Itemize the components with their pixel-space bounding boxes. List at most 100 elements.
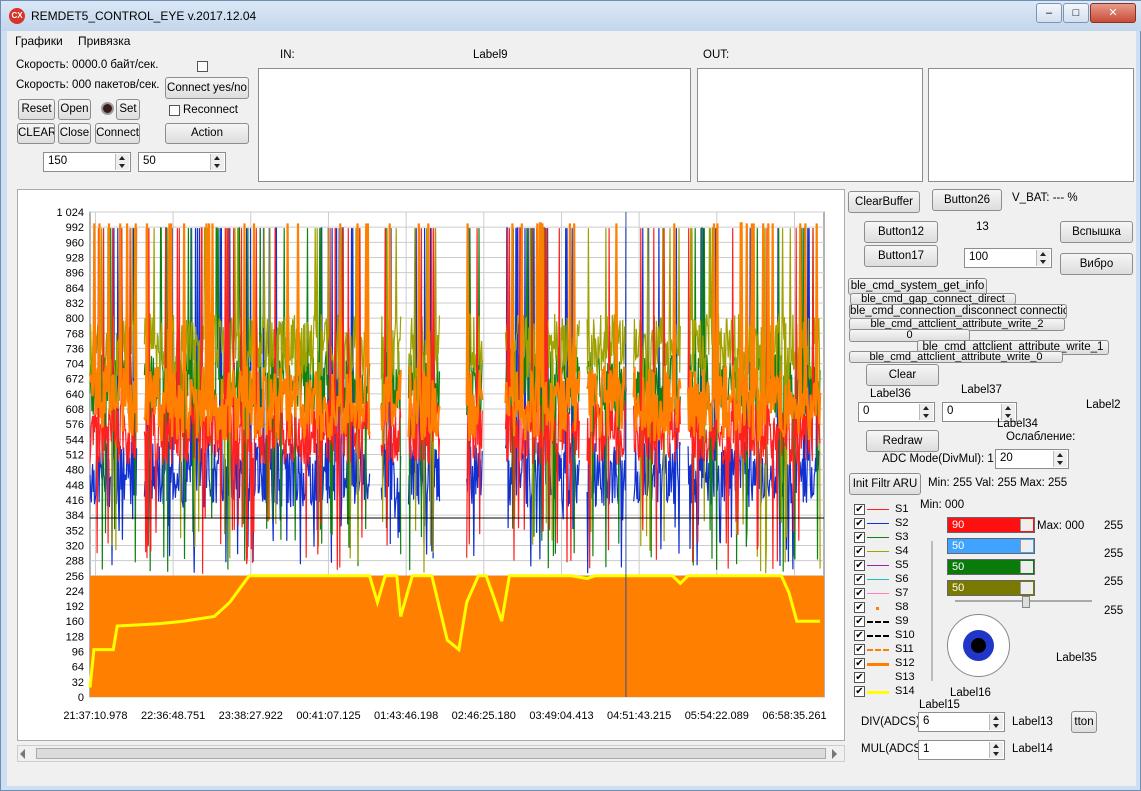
connect-yes-no-button[interactable]: Connect yes/no xyxy=(165,77,249,99)
attenuation-spinner[interactable]: 20 xyxy=(995,449,1069,469)
ble-zero-button[interactable]: 0 xyxy=(849,329,970,342)
label9: Label9 xyxy=(473,49,508,61)
legend-checkbox[interactable]: ✔ xyxy=(854,672,865,683)
legend-item-s14[interactable]: ✔ S14 xyxy=(851,685,921,699)
spinner-arrows-icon[interactable] xyxy=(1020,540,1033,552)
x-tick-label: 05:54:22.089 xyxy=(685,710,749,722)
y-tick-label: 96 xyxy=(72,647,84,659)
clear-button[interactable]: Clear xyxy=(866,364,939,386)
menu-binding[interactable]: Привязка xyxy=(78,34,131,48)
scroll-right-icon[interactable] xyxy=(832,749,837,759)
y-tick-label: 608 xyxy=(66,404,84,416)
connect-button[interactable]: Connect xyxy=(95,123,140,144)
x-tick-label: 03:49:04.413 xyxy=(529,710,593,722)
y-tick-label: 256 xyxy=(66,571,84,583)
redraw-button[interactable]: Redraw xyxy=(866,430,939,452)
legend-checkbox[interactable]: ✔ xyxy=(854,658,865,669)
legend-item-s13[interactable]: ✔ S13 xyxy=(851,671,921,685)
legend-item-s3[interactable]: ✔ S3 xyxy=(851,531,921,545)
speed-checkbox[interactable] xyxy=(197,61,208,72)
set-button[interactable]: Set xyxy=(116,99,140,120)
color-spinner-4[interactable]: 50 xyxy=(947,580,1035,596)
spinner-100[interactable]: 100 xyxy=(964,248,1052,268)
y-tick-label: 896 xyxy=(66,268,84,280)
ble-attribute-write-0-button[interactable]: ble_cmd_attclient_attribute_write_0 xyxy=(849,351,1063,363)
r255-b: 255 xyxy=(1104,548,1124,560)
button26[interactable]: Button26 xyxy=(932,189,1002,211)
spinner-label37[interactable]: 0 xyxy=(942,402,1017,422)
close-window-button[interactable]: ✕ xyxy=(1090,3,1136,23)
color-spinner-2[interactable]: 50 xyxy=(947,538,1035,554)
button12[interactable]: Button12 xyxy=(864,221,938,243)
legend-swatch xyxy=(876,607,879,610)
legend-item-s7[interactable]: ✔ S7 xyxy=(851,587,921,601)
vibro-button[interactable]: Вибро xyxy=(1060,253,1133,275)
legend-item-s12[interactable]: ✔ S12 xyxy=(851,657,921,671)
legend-checkbox[interactable]: ✔ xyxy=(854,602,865,613)
color-spinner-1[interactable]: 90 xyxy=(947,517,1035,533)
color-spinner-3[interactable]: 50 xyxy=(947,559,1035,575)
flash-button[interactable]: Вспышка xyxy=(1060,221,1133,243)
legend-checkbox[interactable]: ✔ xyxy=(854,518,865,529)
series-s12-area xyxy=(90,575,824,697)
legend-checkbox[interactable]: ✔ xyxy=(854,686,865,697)
menu-graphs[interactable]: Графики xyxy=(15,34,63,48)
legend-checkbox[interactable]: ✔ xyxy=(854,560,865,571)
tton-button[interactable]: tton xyxy=(1071,711,1097,733)
spinner-b[interactable]: 50 xyxy=(138,152,226,172)
close-button[interactable]: Close xyxy=(58,123,91,144)
legend-label: S3 xyxy=(895,531,909,543)
legend-item-s8[interactable]: ✔ S8 xyxy=(851,601,921,615)
legend-item-s5[interactable]: ✔ S5 xyxy=(851,559,921,573)
legend-checkbox[interactable]: ✔ xyxy=(854,616,865,627)
action-button[interactable]: Action xyxy=(165,123,249,144)
y-tick-label: 704 xyxy=(66,359,84,371)
legend-item-s1[interactable]: ✔ S1 xyxy=(851,503,921,517)
vertical-trackbar[interactable] xyxy=(931,541,933,681)
legend-checkbox[interactable]: ✔ xyxy=(854,532,865,543)
spinner-arrows-icon[interactable] xyxy=(1020,582,1033,594)
clearbuffer-button[interactable]: ClearBuffer xyxy=(848,191,920,213)
reset-button[interactable]: Reset xyxy=(18,99,55,120)
horizontal-scrollbar[interactable] xyxy=(17,745,845,762)
div-spinner[interactable]: 6 xyxy=(918,712,1005,732)
max-000-label: Max: 000 xyxy=(1037,520,1085,532)
init-filtr-aru-button[interactable]: Init Filtr ARU xyxy=(849,473,921,495)
extra-textbox[interactable] xyxy=(928,68,1134,182)
mul-spinner[interactable]: 1 xyxy=(918,740,1005,760)
legend-item-s10[interactable]: ✔ S10 xyxy=(851,629,921,643)
legend-checkbox[interactable]: ✔ xyxy=(854,504,865,515)
minimize-button[interactable]: – xyxy=(1036,3,1062,23)
legend-item-s11[interactable]: ✔ S11 xyxy=(851,643,921,657)
spinner-arrows-icon[interactable] xyxy=(1020,519,1033,531)
scroll-thumb[interactable] xyxy=(36,748,826,759)
open-button[interactable]: Open xyxy=(58,99,91,120)
legend-item-s9[interactable]: ✔ S9 xyxy=(851,615,921,629)
menu-bar: Графики Привязка xyxy=(7,31,1136,51)
legend-checkbox[interactable]: ✔ xyxy=(854,588,865,599)
legend-item-s2[interactable]: ✔ S2 xyxy=(851,517,921,531)
in-textbox[interactable] xyxy=(258,68,691,182)
ble-disconnect-button[interactable]: ble_cmd_connection_disconnect connection xyxy=(849,304,1067,319)
x-tick-label: 01:43:46.198 xyxy=(374,710,438,722)
legend-checkbox[interactable]: ✔ xyxy=(854,630,865,641)
signal-chart[interactable]: 0 32 64 96 128 160 192 224 256 288 320 352 384 416 448… xyxy=(18,190,844,740)
legend-checkbox[interactable]: ✔ xyxy=(854,546,865,557)
spinner-label36[interactable]: 0 xyxy=(858,402,935,422)
legend-checkbox[interactable]: ✔ xyxy=(854,644,865,655)
button17[interactable]: Button17 xyxy=(864,245,938,267)
reconnect-checkbox[interactable] xyxy=(169,105,180,116)
scroll-left-icon[interactable] xyxy=(20,749,25,759)
legend-item-s6[interactable]: ✔ S6 xyxy=(851,573,921,587)
maximize-button[interactable]: □ xyxy=(1063,3,1089,23)
spinner-arrows-icon[interactable] xyxy=(1020,561,1033,573)
ble-system-get-info-button[interactable]: ble_cmd_system_get_info xyxy=(848,278,987,295)
legend-item-s4[interactable]: ✔ S4 xyxy=(851,545,921,559)
clear-upper-button[interactable]: CLEAR xyxy=(17,123,55,144)
spinner-a[interactable]: 150 xyxy=(43,152,131,172)
legend-checkbox[interactable]: ✔ xyxy=(854,574,865,585)
out-textbox[interactable] xyxy=(697,68,923,182)
legend-swatch xyxy=(867,621,889,623)
trackbar-thumb[interactable] xyxy=(1022,596,1030,608)
mul-adcs-label: MUL(ADCS) xyxy=(861,743,925,755)
